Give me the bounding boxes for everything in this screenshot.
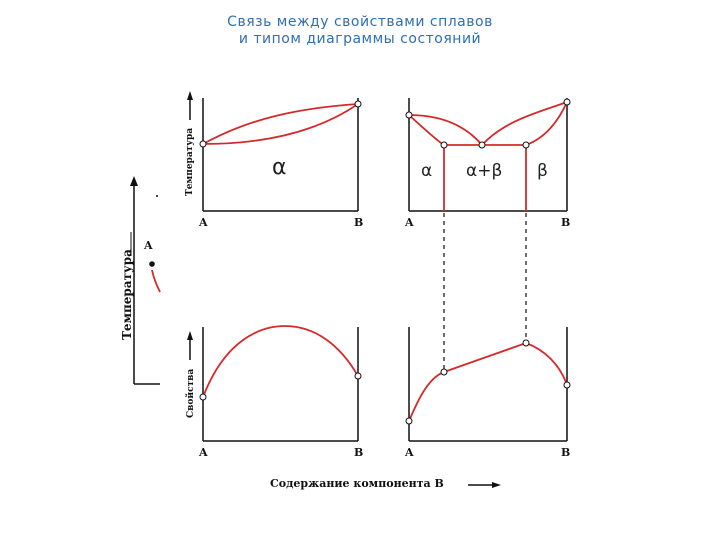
solidus-a-curve [408,114,445,146]
bottom-left-label-b: B [354,446,363,459]
top-left-arrow-icon [187,91,193,100]
left-point-a [149,261,155,267]
tr-melting-point-a [405,111,413,119]
property-point-b [354,372,362,380]
phase-alpha-label: α [272,155,287,180]
eutectic-point [478,141,486,149]
liquidus-curve [202,103,359,145]
properties-label: Свойства [185,369,196,418]
tr-melting-point-b [563,98,571,106]
panel-top-left: Температура α A B [185,91,363,229]
title-line-2: и типом диаграммы состояний [238,31,482,47]
br-point-alpha [440,368,448,376]
br-point-a [405,417,413,425]
panel-bottom-right: A B [404,327,571,459]
left-partial-panel: Температура A [120,176,161,385]
br-point-beta [522,339,530,347]
left-temperature-arrow-icon [130,176,138,186]
title-line-1: Связь между свойствами сплавов [227,14,493,30]
x-axis-arrow-icon [492,482,501,488]
top-right-label-a: A [404,216,414,229]
top-right-label-b: B [561,216,570,229]
x-axis-caption: Содержание компонента B [270,477,444,490]
property-curve-alpha-region [408,371,445,422]
beta-limit-point [522,141,530,149]
panel-top-right: α α+β β A B [404,98,571,229]
alpha-limit-point [440,141,448,149]
left-curve-fragment [151,269,161,293]
panel-bottom-left: Свойства A B [185,325,363,459]
top-left-temperature-label: Температура [185,128,195,196]
property-point-a [199,393,207,401]
phase-alpha-beta-label: α+β [466,161,502,181]
bottom-left-label-a: A [198,446,208,459]
solidus-b-curve [525,101,568,146]
br-point-b [563,381,571,389]
left-temperature-label: Температура [120,249,134,340]
melting-point-b [354,100,362,108]
top-left-label-b: B [354,216,363,229]
melting-point-a [199,140,207,148]
phase-alpha-small-label: α [421,161,432,181]
bottom-left-arrow-icon [187,331,193,340]
bottom-right-label-a: A [404,446,414,459]
liquidus-b-curve [481,101,568,146]
phase-beta-label: β [537,161,548,181]
property-line-two-phase [443,342,527,373]
property-curve-beta-region [525,342,568,386]
solidus-curve [202,103,359,145]
left-label-a: A [143,239,153,252]
liquidus-a-curve [408,114,483,146]
top-left-label-a: A [198,216,208,229]
bottom-right-label-b: B [561,446,570,459]
property-curve-solid-solution [202,325,359,398]
